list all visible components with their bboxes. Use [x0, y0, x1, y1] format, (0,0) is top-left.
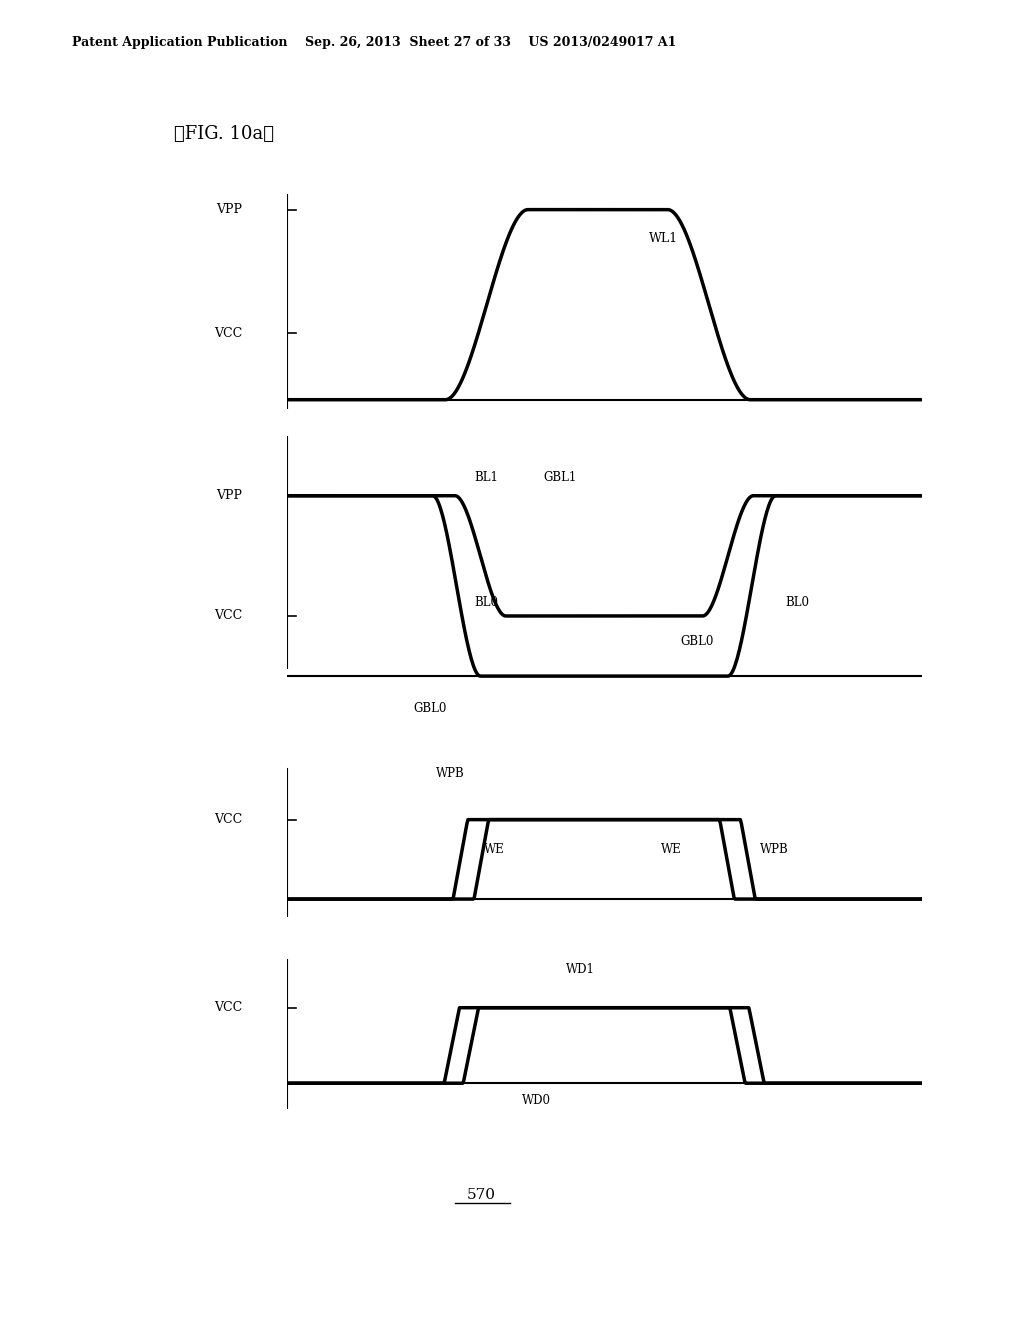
- Text: GBL0: GBL0: [414, 702, 447, 715]
- Text: WE: WE: [662, 842, 682, 855]
- Text: WL1: WL1: [648, 231, 678, 244]
- Text: WE: WE: [483, 842, 504, 855]
- Text: 570: 570: [467, 1188, 496, 1201]
- Text: VPP: VPP: [216, 490, 243, 502]
- Text: 』FIG. 10a【: 』FIG. 10a【: [174, 124, 274, 143]
- Text: VCC: VCC: [214, 1001, 243, 1014]
- Text: WPB: WPB: [760, 842, 788, 855]
- Text: GBL0: GBL0: [680, 635, 714, 648]
- Text: VCC: VCC: [214, 326, 243, 339]
- Text: VPP: VPP: [216, 203, 243, 216]
- Text: WD1: WD1: [566, 962, 595, 975]
- Text: WD0: WD0: [521, 1094, 551, 1107]
- Text: BL0: BL0: [785, 597, 809, 610]
- Text: WPB: WPB: [436, 767, 465, 780]
- Text: GBL1: GBL1: [543, 471, 577, 484]
- Text: BL1: BL1: [475, 471, 499, 484]
- Text: Patent Application Publication    Sep. 26, 2013  Sheet 27 of 33    US 2013/02490: Patent Application Publication Sep. 26, …: [72, 36, 676, 49]
- Text: VCC: VCC: [214, 813, 243, 826]
- Text: BL0: BL0: [474, 597, 498, 610]
- Text: VCC: VCC: [214, 610, 243, 623]
